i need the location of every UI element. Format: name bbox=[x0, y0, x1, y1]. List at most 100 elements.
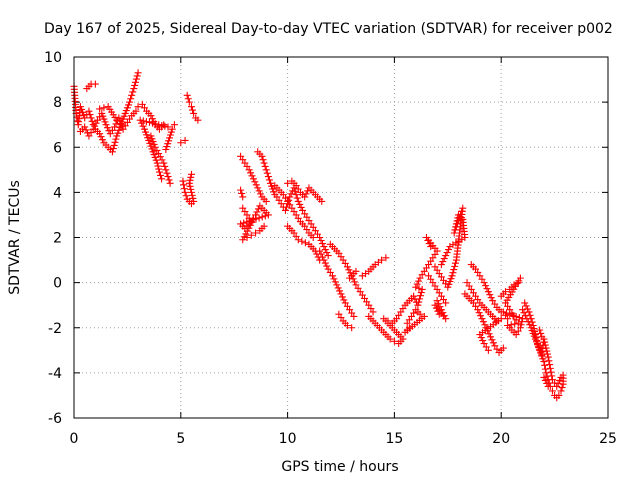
data-points bbox=[70, 69, 567, 402]
data-point bbox=[351, 278, 359, 286]
data-point bbox=[433, 297, 441, 305]
data-point bbox=[285, 196, 293, 204]
data-point bbox=[180, 185, 188, 193]
data-point bbox=[186, 176, 194, 184]
data-point bbox=[91, 122, 99, 130]
data-point bbox=[164, 173, 172, 181]
data-point bbox=[247, 169, 255, 177]
data-point bbox=[259, 156, 267, 164]
data-point bbox=[127, 95, 135, 103]
data-point bbox=[237, 186, 245, 194]
x-tick-label: 20 bbox=[492, 431, 510, 447]
data-point bbox=[247, 231, 255, 239]
data-point bbox=[255, 214, 263, 222]
data-point bbox=[480, 279, 488, 287]
data-point bbox=[427, 243, 435, 251]
data-point bbox=[249, 175, 257, 183]
data-point bbox=[518, 318, 526, 326]
data-point bbox=[442, 299, 450, 307]
data-point bbox=[528, 318, 536, 326]
data-point bbox=[443, 249, 451, 257]
data-point bbox=[482, 282, 490, 290]
data-point bbox=[554, 379, 562, 387]
data-point bbox=[437, 261, 445, 269]
data-point bbox=[525, 308, 533, 316]
data-point bbox=[189, 194, 197, 202]
data-point bbox=[179, 177, 187, 185]
data-point bbox=[519, 306, 527, 314]
data-point bbox=[263, 169, 271, 177]
data-point bbox=[134, 69, 142, 77]
data-point bbox=[91, 80, 99, 88]
data-point bbox=[156, 153, 164, 161]
data-point bbox=[434, 307, 442, 315]
data-point bbox=[167, 128, 175, 136]
data-point bbox=[333, 281, 341, 289]
data-point bbox=[543, 379, 551, 387]
data-point bbox=[546, 364, 554, 372]
data-point bbox=[240, 219, 248, 227]
data-point bbox=[334, 284, 342, 292]
data-point bbox=[251, 178, 259, 186]
data-point bbox=[181, 136, 189, 144]
data-point bbox=[102, 121, 110, 129]
data-point bbox=[190, 197, 198, 205]
data-point bbox=[369, 308, 377, 316]
x-axis-label: GPS time / hours bbox=[281, 459, 398, 475]
data-point bbox=[239, 236, 247, 244]
data-point bbox=[243, 234, 251, 241]
data-point bbox=[516, 324, 524, 332]
data-point bbox=[476, 331, 484, 339]
data-point bbox=[488, 336, 496, 344]
data-point bbox=[533, 337, 541, 345]
data-point bbox=[132, 107, 140, 115]
data-point bbox=[378, 256, 386, 264]
grid bbox=[74, 57, 608, 418]
data-point bbox=[261, 162, 269, 170]
data-point bbox=[384, 317, 392, 325]
data-point bbox=[318, 253, 326, 261]
data-point bbox=[338, 293, 346, 301]
data-point bbox=[145, 118, 153, 126]
plot-frame bbox=[73, 56, 609, 419]
data-point bbox=[320, 256, 328, 264]
data-point bbox=[86, 111, 94, 119]
data-point bbox=[248, 172, 256, 180]
data-point bbox=[149, 119, 157, 127]
data-point bbox=[479, 318, 487, 326]
data-point bbox=[380, 315, 388, 323]
data-point bbox=[517, 321, 525, 329]
data-point bbox=[323, 262, 331, 270]
data-point bbox=[340, 296, 348, 304]
data-point bbox=[164, 140, 172, 148]
data-point bbox=[254, 205, 262, 213]
data-point bbox=[185, 179, 193, 187]
data-point bbox=[245, 166, 253, 174]
data-point bbox=[450, 266, 458, 274]
data-point bbox=[416, 295, 424, 303]
data-point bbox=[133, 72, 141, 80]
data-point bbox=[424, 237, 432, 245]
data-point bbox=[557, 387, 565, 395]
data-point bbox=[158, 175, 166, 183]
data-point bbox=[87, 114, 95, 122]
data-point bbox=[440, 255, 448, 263]
data-point bbox=[390, 337, 398, 345]
data-point bbox=[415, 298, 423, 306]
data-point bbox=[88, 117, 96, 125]
data-point bbox=[435, 310, 443, 318]
data-point bbox=[544, 382, 552, 390]
data-point bbox=[112, 135, 120, 143]
data-point bbox=[294, 197, 302, 205]
data-point bbox=[541, 376, 549, 384]
data-point bbox=[157, 171, 165, 179]
data-point bbox=[194, 116, 202, 124]
data-point bbox=[249, 215, 257, 223]
data-point bbox=[147, 112, 155, 120]
data-point bbox=[246, 221, 254, 229]
data-point bbox=[239, 193, 247, 201]
data-point bbox=[262, 166, 270, 174]
data-point bbox=[261, 212, 269, 220]
data-point bbox=[506, 310, 514, 318]
